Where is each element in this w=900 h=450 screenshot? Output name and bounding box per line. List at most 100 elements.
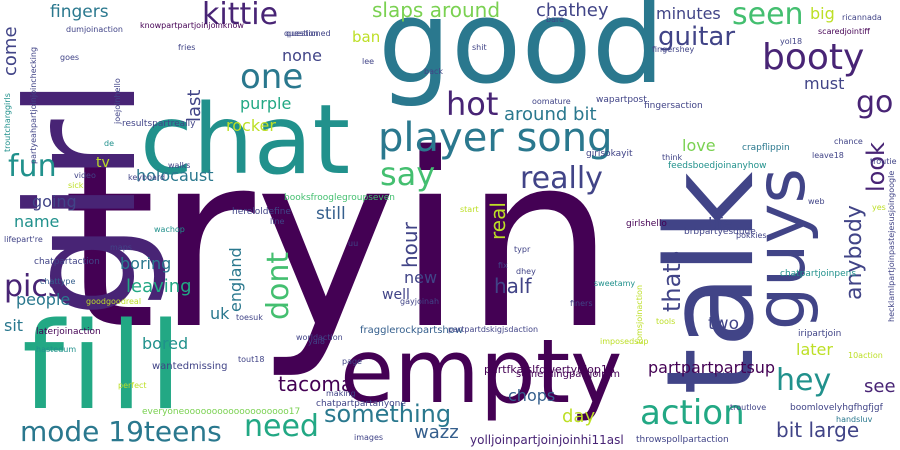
word: crapflippin — [742, 143, 790, 153]
word: must — [804, 74, 845, 93]
word: pokkies — [736, 231, 767, 240]
word: chathey — [536, 0, 609, 21]
word: joejoinhello — [113, 78, 122, 124]
word: tryin — [62, 102, 616, 382]
word: video — [74, 171, 96, 180]
word: shit — [472, 43, 487, 52]
word: troutie — [870, 157, 897, 166]
word: tools — [656, 317, 676, 326]
word: leaving — [126, 276, 192, 297]
word: fries — [178, 43, 196, 52]
word: action — [640, 393, 745, 433]
word: getting — [706, 371, 735, 380]
word: half — [494, 274, 532, 298]
word: images — [354, 433, 384, 442]
word: walks — [168, 161, 191, 170]
word: page — [342, 357, 362, 366]
word: everyoneooooooooooooooooooo17 — [142, 407, 301, 417]
word: see — [864, 376, 896, 397]
word: purple — [240, 94, 292, 113]
word: lee — [362, 57, 375, 66]
word: maps — [110, 243, 132, 252]
word: good — [378, 0, 665, 110]
word: england — [226, 247, 245, 312]
word: dumjoinaction — [66, 25, 123, 34]
word: web — [808, 197, 825, 206]
word: resultspartreally — [122, 119, 196, 129]
word: wapartpost — [596, 95, 647, 105]
word: name — [14, 212, 60, 231]
word: feedsboedjoinanyhow — [668, 161, 767, 171]
word: minutes — [656, 4, 721, 23]
word: anybody — [842, 205, 867, 300]
word: girlsokayit — [586, 149, 633, 159]
word: booty — [762, 37, 865, 78]
word: one — [240, 57, 304, 97]
word: well — [382, 287, 410, 303]
word: brbpartyesdude — [684, 227, 756, 237]
word: bare — [546, 15, 565, 24]
word: knowpartpartjoinjoinknow — [140, 21, 244, 30]
word: hot — [446, 85, 499, 123]
word: dont — [261, 251, 296, 320]
word: say — [380, 155, 436, 193]
word: going — [32, 192, 77, 211]
word: chatpartaction — [34, 257, 100, 267]
word: guitar — [658, 22, 736, 52]
word: boomlovelyhgfhgfjgf — [790, 403, 883, 413]
word: thats — [658, 250, 686, 312]
word: life — [708, 214, 733, 233]
word: new — [404, 268, 438, 287]
word: chattype — [40, 277, 76, 286]
word: troutlove — [730, 403, 767, 412]
word: tacoma — [278, 372, 354, 396]
word: fill — [22, 298, 189, 437]
word: scaredjointiff — [818, 27, 870, 36]
word: girlshello — [626, 219, 667, 229]
word: hour — [398, 222, 422, 268]
word: start — [460, 205, 479, 214]
word: imposedsup — [600, 337, 649, 346]
word: hereloldefine — [232, 207, 291, 217]
word: lifepart're — [4, 235, 43, 244]
word: fix — [498, 261, 508, 270]
word: yol18 — [780, 37, 803, 46]
word: boring — [120, 254, 172, 273]
word: later — [796, 340, 833, 359]
word: handsluv — [836, 415, 873, 424]
word: still — [316, 204, 346, 224]
word: line — [270, 217, 285, 226]
word: hecklamlpartjoinpastejesusjoingoogle — [887, 170, 896, 322]
word: toesuk — [236, 313, 263, 322]
word: last — [184, 89, 205, 122]
word: uk — [210, 304, 230, 323]
word: pics — [4, 269, 64, 304]
word: uu — [348, 239, 359, 248]
word: fun — [8, 149, 57, 184]
word: sweetamy — [594, 279, 636, 288]
word: partpartdskigjsdaction — [448, 325, 539, 334]
word: partpartpartsup — [648, 358, 776, 377]
word: partyeahpartjoinjoinchecking — [29, 46, 38, 164]
word: chatpartjoinpens — [780, 269, 857, 279]
word: real — [486, 202, 510, 240]
word: partfkajslfqwertyuiop18 — [484, 363, 615, 376]
word: tv — [96, 155, 110, 171]
word: fingersaction — [644, 101, 703, 111]
word: wantedmissing — [152, 361, 228, 372]
word: booksfrooglegroupseven — [284, 193, 395, 203]
word: ban — [352, 28, 381, 46]
word: hastedum — [36, 345, 77, 354]
word: ricannada — [842, 13, 882, 22]
word: throwspollpartaction — [636, 435, 729, 445]
word: gayjoinah — [400, 297, 440, 306]
word: finers — [570, 299, 593, 308]
word: yes — [872, 203, 886, 212]
word: sit — [4, 316, 24, 335]
word: question — [284, 29, 319, 38]
word: wachop — [154, 225, 185, 234]
word: holocaust — [136, 166, 214, 185]
word: slaps around — [372, 0, 501, 22]
word: something — [324, 400, 452, 428]
